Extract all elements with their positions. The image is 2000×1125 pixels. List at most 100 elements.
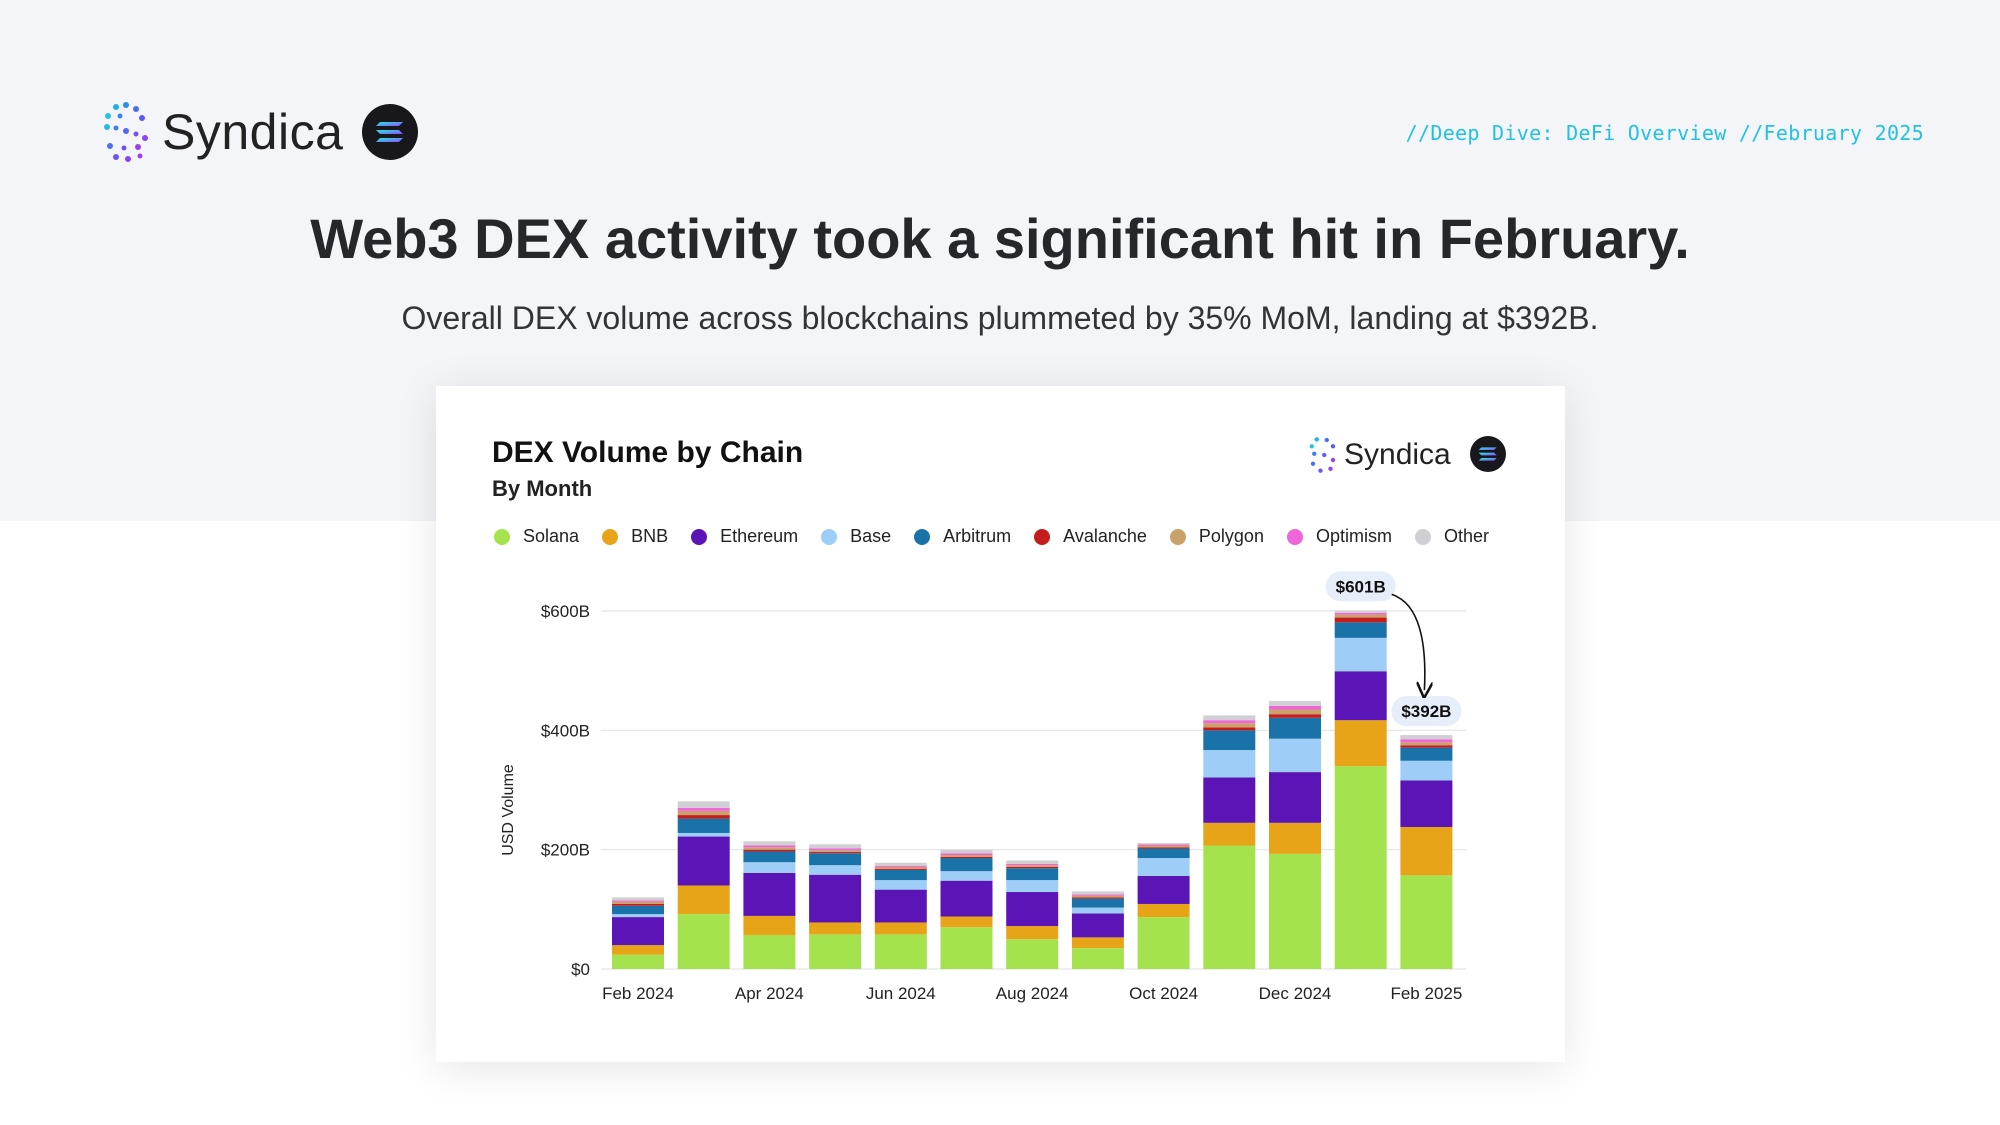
bar-segment-solana bbox=[1400, 875, 1453, 969]
bar-segment-solana bbox=[1006, 939, 1059, 969]
bar-segment-polygon bbox=[1071, 895, 1124, 898]
legend-label: Optimism bbox=[1315, 526, 1392, 546]
bar-segment-arbitrum bbox=[743, 851, 796, 863]
bar-segment-polygon bbox=[1203, 723, 1256, 728]
bar-segment-other bbox=[1269, 701, 1321, 706]
bar-segment-arbitrum bbox=[1400, 747, 1453, 761]
bar-segment-avalanche bbox=[1203, 727, 1256, 731]
legend-swatch bbox=[1034, 528, 1051, 545]
legend-label: Avalanche bbox=[1063, 526, 1147, 546]
bar-segment-bnb bbox=[1269, 822, 1321, 854]
x-tick-label: Apr 2024 bbox=[735, 984, 804, 1003]
bar-segment-solana bbox=[874, 934, 927, 969]
bar-segment-bnb bbox=[1400, 826, 1453, 876]
bar-segment-bnb bbox=[940, 916, 993, 928]
bar-segment-optimism bbox=[1400, 739, 1453, 743]
bar-segment-polygon bbox=[809, 850, 862, 853]
bar-segment-arbitrum bbox=[1334, 622, 1387, 638]
bar-segment-optimism bbox=[612, 900, 664, 902]
bar-segment-solana bbox=[612, 954, 664, 969]
x-tick-label: Feb 2025 bbox=[1390, 984, 1462, 1003]
syndica-logo-icon bbox=[1309, 437, 1336, 473]
bar-segment-avalanche bbox=[1334, 617, 1387, 623]
bar-segment-ethereum bbox=[612, 917, 664, 946]
chart-card: DEX Volume by Chain By Month Syndica Sol… bbox=[436, 386, 1565, 1062]
bar-segment-polygon bbox=[1269, 709, 1321, 715]
bar-segment-arbitrum bbox=[612, 905, 664, 915]
bar-segment-base bbox=[1269, 738, 1321, 773]
bar-segment-other bbox=[1006, 860, 1059, 864]
bar-segment-ethereum bbox=[1334, 671, 1387, 721]
bar-segment-solana bbox=[1137, 917, 1190, 969]
bar-segment-bnb bbox=[1334, 720, 1387, 767]
bar-segment-optimism bbox=[1006, 863, 1059, 866]
bar-segment-avalanche bbox=[1006, 866, 1059, 869]
y-axis-label: USD Volume bbox=[500, 764, 517, 856]
bar-segment-ethereum bbox=[874, 889, 927, 923]
bar-segment-optimism bbox=[677, 807, 730, 811]
bar-segment-base bbox=[1006, 880, 1059, 893]
legend-item-bnb: BNB bbox=[602, 526, 668, 547]
bar-segment-polygon bbox=[677, 810, 730, 816]
bar-segment-solana bbox=[1334, 766, 1387, 969]
bar-segment-avalanche bbox=[1269, 714, 1321, 718]
bar-segment-ethereum bbox=[1269, 772, 1321, 823]
bar-segment-other bbox=[677, 801, 730, 808]
bar-segment-bnb bbox=[1071, 937, 1124, 949]
bar-segment-base bbox=[743, 862, 796, 873]
chart-subtitle: By Month bbox=[492, 476, 593, 501]
bar-segment-avalanche bbox=[1137, 847, 1190, 849]
bar-segment-avalanche bbox=[874, 868, 927, 870]
bar-segment-optimism bbox=[940, 853, 993, 856]
y-tick-label: $600B bbox=[541, 602, 590, 621]
annotation-0: $601B bbox=[1325, 571, 1396, 602]
bar-segment-ethereum bbox=[743, 872, 796, 916]
y-tick-label: $400B bbox=[541, 721, 590, 740]
bar-segment-other bbox=[743, 841, 796, 846]
legend-swatch bbox=[691, 528, 708, 545]
bar-segment-other bbox=[1400, 735, 1453, 740]
legend-swatch bbox=[602, 528, 619, 545]
bar-segment-base bbox=[1137, 858, 1190, 876]
bar-segment-solana bbox=[677, 914, 730, 969]
bar-segment-solana bbox=[1203, 845, 1256, 969]
annotation-1: $392B bbox=[1391, 696, 1462, 727]
page-subheadline: Overall DEX volume across blockchains pl… bbox=[401, 300, 1599, 336]
bar-segment-arbitrum bbox=[874, 869, 927, 881]
legend-item-base: Base bbox=[821, 526, 891, 547]
bar-segment-avalanche bbox=[1071, 897, 1124, 899]
bar-segment-optimism bbox=[1334, 612, 1387, 615]
decline-arrow bbox=[1391, 593, 1425, 690]
bar-segment-solana bbox=[743, 934, 796, 969]
bar-segment-base bbox=[612, 914, 664, 918]
report-tagline: //Deep Dive: DeFi Overview //February 20… bbox=[1405, 121, 1924, 145]
bar-segment-ethereum bbox=[940, 880, 993, 917]
legend-item-ethereum: Ethereum bbox=[691, 526, 798, 547]
bar-segment-base bbox=[1071, 907, 1124, 914]
bar-segment-other bbox=[612, 897, 664, 901]
x-tick-label: Dec 2024 bbox=[1259, 984, 1332, 1003]
bar-segment-base bbox=[940, 871, 993, 881]
bar-segment-base bbox=[1334, 637, 1387, 672]
annotation-pill bbox=[1325, 571, 1396, 602]
bar-segment-optimism bbox=[1137, 844, 1190, 846]
legend-swatch bbox=[494, 528, 510, 545]
bar-segment-bnb bbox=[677, 885, 730, 915]
bar-segment-solana bbox=[809, 934, 862, 969]
solana-logo-icon bbox=[362, 104, 418, 160]
x-tick-label: Aug 2024 bbox=[996, 984, 1069, 1003]
bar-segment-optimism bbox=[1071, 894, 1124, 896]
bar-segment-arbitrum bbox=[1137, 848, 1190, 859]
legend-label: Base bbox=[850, 526, 892, 546]
y-tick-label: $0 bbox=[571, 960, 590, 979]
syndica-brand: Syndica bbox=[102, 100, 343, 164]
bar-segment-optimism bbox=[809, 848, 862, 851]
bar-segment-polygon bbox=[612, 901, 664, 904]
bar-segment-base bbox=[677, 832, 730, 837]
bar-segment-other bbox=[874, 862, 927, 866]
legend-label: Other bbox=[1443, 526, 1489, 546]
legend-item-avalanche: Avalanche bbox=[1034, 526, 1147, 547]
bar-segment-optimism bbox=[1269, 705, 1321, 710]
legend-swatch bbox=[1286, 528, 1303, 545]
annotation-pill bbox=[1391, 696, 1462, 727]
